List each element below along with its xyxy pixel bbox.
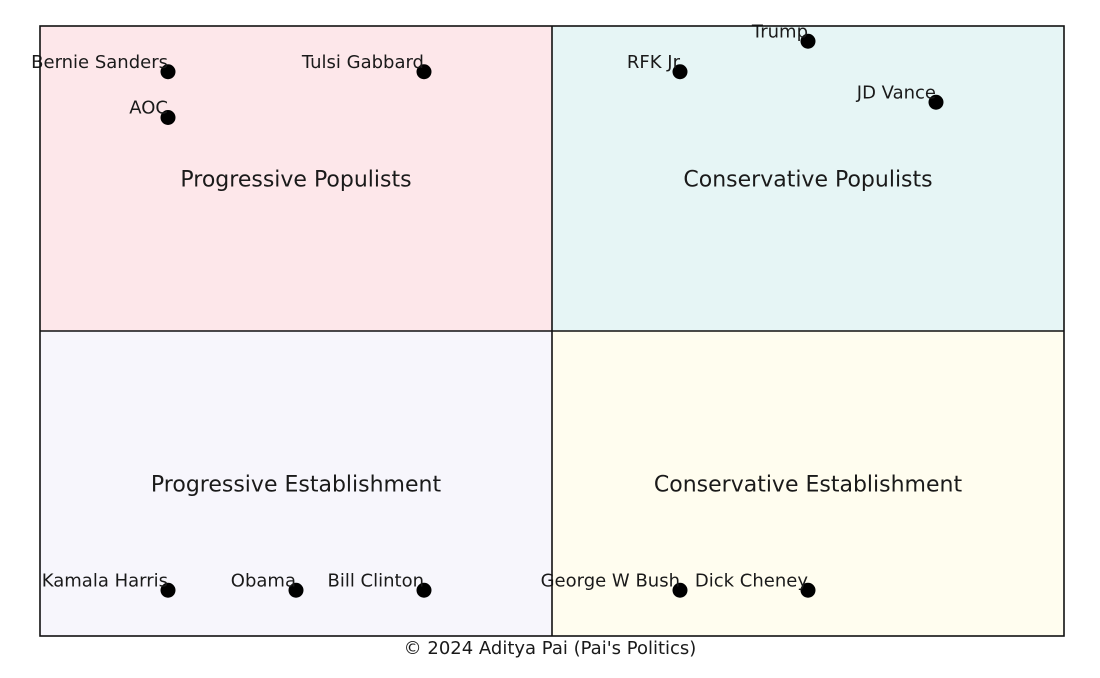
point-dick-cheney — [800, 582, 816, 598]
point-label-bill-clinton: Bill Clinton — [327, 570, 424, 591]
quadrant-progressive-establishment-label: Progressive Establishment — [151, 473, 442, 498]
point-trump — [800, 33, 816, 49]
point-bernie-sanders — [160, 64, 176, 80]
quadrant-progressive-populists-label: Progressive Populists — [180, 168, 411, 193]
point-label-aoc: AOC — [129, 98, 168, 119]
point-bill-clinton — [416, 582, 432, 598]
point-label-george-w-bush: George W Bush — [541, 570, 680, 591]
point-label-obama: Obama — [231, 570, 296, 591]
point-tulsi-gabbard — [416, 64, 432, 80]
copyright-caption: © 2024 Aditya Pai (Pai's Politics) — [403, 638, 697, 659]
point-label-jd-vance: JD Vance — [856, 82, 936, 103]
quadrant-conservative-populists-bg — [552, 26, 1064, 331]
point-rfk-jr — [672, 64, 688, 80]
point-kamala-harris — [160, 582, 176, 598]
point-george-w-bush — [672, 582, 688, 598]
quadrant-conservative-establishment-label: Conservative Establishment — [654, 473, 963, 498]
point-label-bernie-sanders: Bernie Sanders — [31, 52, 168, 73]
point-label-dick-cheney: Dick Cheney — [695, 570, 808, 591]
point-jd-vance — [928, 94, 944, 110]
point-obama — [288, 582, 304, 598]
point-label-tulsi-gabbard: Tulsi Gabbard — [301, 52, 424, 73]
quadrant-conservative-populists-label: Conservative Populists — [683, 168, 932, 193]
point-aoc — [160, 110, 176, 125]
point-label-rfk-jr: RFK Jr — [627, 52, 681, 73]
point-label-kamala-harris: Kamala Harris — [42, 570, 168, 591]
point-label-trump: Trump — [751, 21, 808, 42]
quadrant-progressive-populists-bg — [40, 26, 552, 331]
